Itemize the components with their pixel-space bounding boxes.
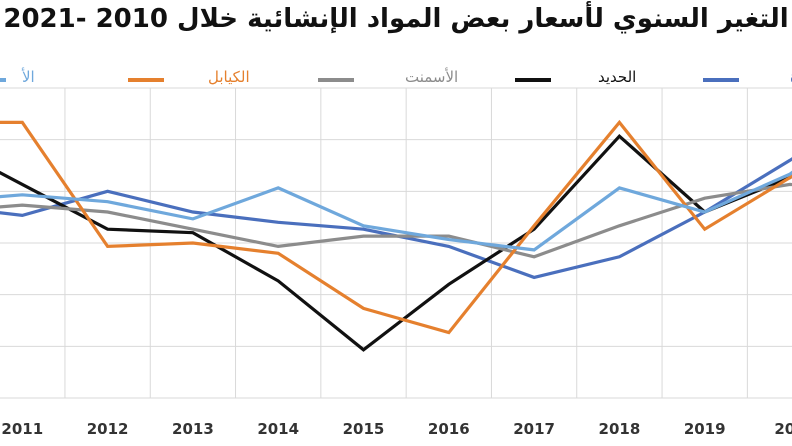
x-tick-label: 2014 [257, 420, 299, 438]
x-tick-label: 2017 [513, 420, 555, 438]
series-lines [0, 119, 792, 352]
x-tick-label: 2016 [428, 420, 470, 438]
x-tick-label: 2019 [684, 420, 726, 438]
x-axis-ticks: 2011 2012 2013 2014 2015 2016 2017 2018 2019 202 [1, 420, 792, 438]
legend-label: الكيابل [208, 68, 250, 86]
series-line-4 [0, 119, 792, 335]
x-tick-label: 2018 [599, 420, 641, 438]
series-line-5 [0, 170, 792, 252]
x-tick-label: 202 [774, 420, 792, 438]
legend: الأ الكيابل الأسمنت الحديد الجاهزة [0, 67, 792, 86]
series-line-2 [0, 133, 792, 352]
legend-label: الحديد [598, 68, 636, 86]
chart-title: التغير السنوي لأسعار بعض المواد الإنشائي… [3, 4, 789, 34]
x-tick-label: 2011 [1, 420, 43, 438]
series-line-3 [0, 182, 792, 259]
legend-label: الأ [21, 67, 35, 86]
grid [0, 87, 792, 399]
legend-label: الأسمنت [405, 67, 458, 86]
series-line-1 [0, 157, 792, 280]
x-tick-label: 2012 [87, 420, 129, 438]
x-tick-label: 2013 [172, 420, 214, 438]
legend-label: الجاهزة [790, 68, 792, 86]
x-tick-label: 2015 [343, 420, 385, 438]
